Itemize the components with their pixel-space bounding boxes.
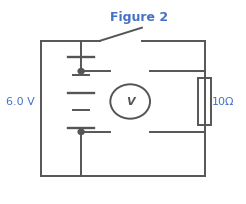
Text: Figure 2: Figure 2 [110, 11, 169, 24]
Text: 6.0 V: 6.0 V [6, 97, 34, 107]
Text: 10Ω: 10Ω [212, 97, 234, 107]
Text: V: V [126, 97, 135, 107]
Circle shape [78, 130, 84, 135]
Bar [199, 79, 211, 125]
Circle shape [78, 69, 84, 74]
